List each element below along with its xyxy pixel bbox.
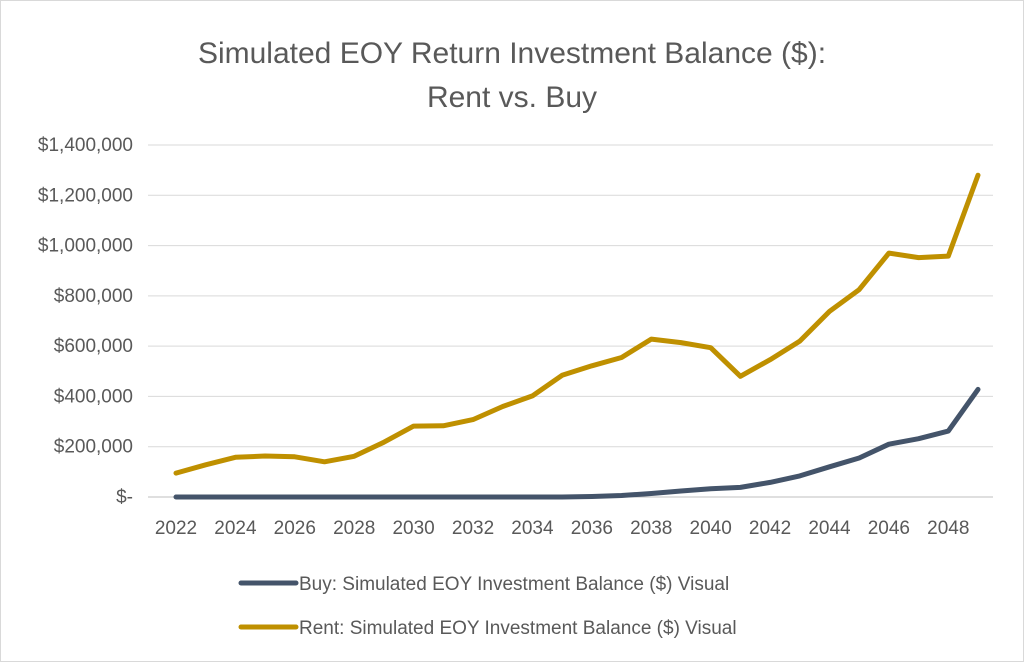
x-tick-label: 2036 <box>571 518 613 539</box>
y-tick-label: $600,000 <box>54 336 133 357</box>
y-tick-label: $800,000 <box>54 286 133 307</box>
x-tick-label: 2024 <box>214 518 257 539</box>
x-tick-label: 2028 <box>333 518 375 539</box>
chart-title-line-1: Simulated EOY Return Investment Balance … <box>197 37 827 70</box>
x-tick-label: 2048 <box>927 518 969 539</box>
chart-title-line-2: Rent vs. Buy <box>426 81 598 114</box>
x-tick-label: 2026 <box>274 518 316 539</box>
series-line-buy <box>173 386 981 500</box>
x-tick-label: 2042 <box>749 518 791 539</box>
x-tick-label: 2030 <box>392 518 434 539</box>
x-axis-tick-labels: 2022 2024 2026 2028 2030 2032 2034 2036 2038 2040… <box>155 518 970 539</box>
x-tick-label: 2034 <box>511 518 554 539</box>
x-tick-label: 2032 <box>452 518 494 539</box>
legend: Buy: Simulated EOY Investment Balance ($… <box>238 574 737 639</box>
x-tick-label: 2040 <box>690 518 732 539</box>
series-line-rent <box>173 172 981 476</box>
x-tick-label: 2044 <box>808 518 851 539</box>
y-axis-tick-labels: $- $200,000 $400,000 $600,000 $800,000 $1,000… <box>38 135 133 508</box>
gridlines <box>148 144 993 498</box>
x-tick-label: 2022 <box>155 518 197 539</box>
legend-label: Buy: Simulated EOY Investment Balance ($… <box>299 574 729 595</box>
y-tick-label: $1,200,000 <box>38 185 133 206</box>
y-tick-label: $400,000 <box>54 386 133 407</box>
y-tick-label: $- <box>116 487 133 508</box>
y-tick-label: $1,000,000 <box>38 236 133 257</box>
x-tick-label: 2038 <box>630 518 672 539</box>
y-tick-label: $200,000 <box>54 437 133 458</box>
x-tick-label: 2046 <box>868 518 910 539</box>
legend-label: Rent: Simulated EOY Investment Balance (… <box>299 618 737 639</box>
y-tick-label: $1,400,000 <box>38 135 133 156</box>
series-lines <box>173 172 981 500</box>
